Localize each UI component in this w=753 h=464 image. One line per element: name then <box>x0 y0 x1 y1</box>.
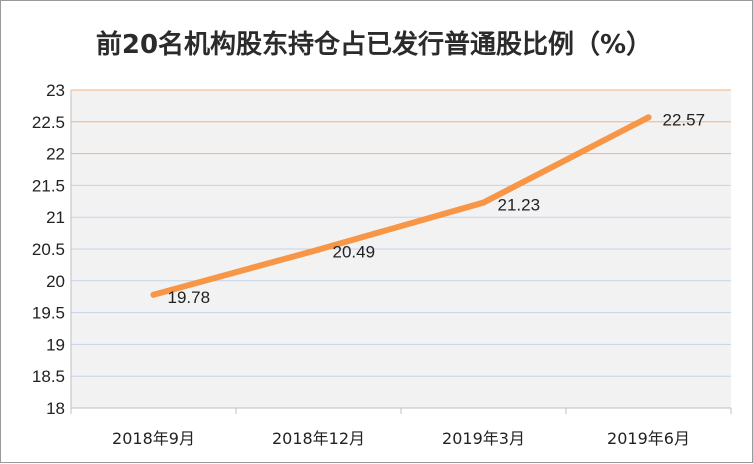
y-tick-label: 22 <box>46 145 65 164</box>
data-label: 21.23 <box>498 196 541 215</box>
chart-title: 前20名机构股东持仓占已发行普通股比例（%） <box>96 29 652 60</box>
y-tick-label: 19.5 <box>32 304 65 323</box>
y-tick-label: 19 <box>46 335 65 354</box>
plot-area: 18 18.5 19 19.5 20 20.5 21 21.5 22 22.5 23 2018年9月 2… <box>32 81 732 448</box>
y-tick-label: 18 <box>46 399 65 418</box>
y-tick-label: 21 <box>46 208 65 227</box>
x-tick-label: 2019年3月 <box>442 429 525 448</box>
data-point <box>150 291 157 298</box>
data-label: 20.49 <box>333 243 376 262</box>
data-label: 22.57 <box>663 110 706 129</box>
data-point <box>480 199 487 206</box>
y-tick-label: 18.5 <box>32 367 65 386</box>
x-tick-label: 2018年9月 <box>112 429 195 448</box>
y-tick-label: 22.5 <box>32 113 65 132</box>
x-tick-label: 2019年6月 <box>607 429 690 448</box>
y-tick-label: 23 <box>46 81 65 100</box>
data-label: 19.78 <box>168 288 211 307</box>
data-point <box>645 114 652 121</box>
data-point <box>315 246 322 253</box>
y-tick-label: 21.5 <box>32 176 65 195</box>
x-tick-label: 2018年12月 <box>272 429 365 448</box>
y-tick-label: 20.5 <box>32 240 65 259</box>
series-line <box>150 114 652 298</box>
y-tick-label: 20 <box>46 272 65 291</box>
